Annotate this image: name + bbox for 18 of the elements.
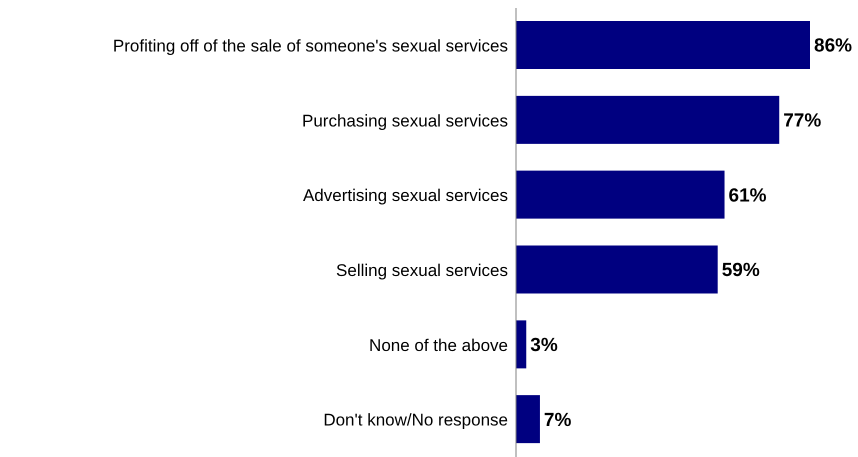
data-label: 59% — [722, 260, 760, 282]
y-tick-label: None of the above — [369, 336, 508, 355]
bar — [516, 320, 526, 368]
bar — [516, 21, 810, 69]
bar — [516, 395, 540, 444]
data-label: 86% — [814, 36, 852, 57]
y-tick-label: Profiting off of the sale of someone's sexual services — [112, 36, 508, 56]
y-tick-label: Advertising sexual services — [302, 186, 508, 206]
y-tick-label: Selling sexual services — [336, 260, 508, 280]
y-tick-label: Purchasing sexual services — [302, 111, 508, 130]
data-label: 7% — [544, 410, 572, 431]
bar — [516, 246, 718, 294]
data-label: 61% — [728, 185, 767, 206]
data-label: 3% — [530, 334, 558, 356]
y-tick-label: Don't know/No response — [323, 410, 508, 430]
bar — [516, 170, 725, 219]
data-label: 77% — [783, 110, 822, 132]
bar — [516, 96, 780, 144]
